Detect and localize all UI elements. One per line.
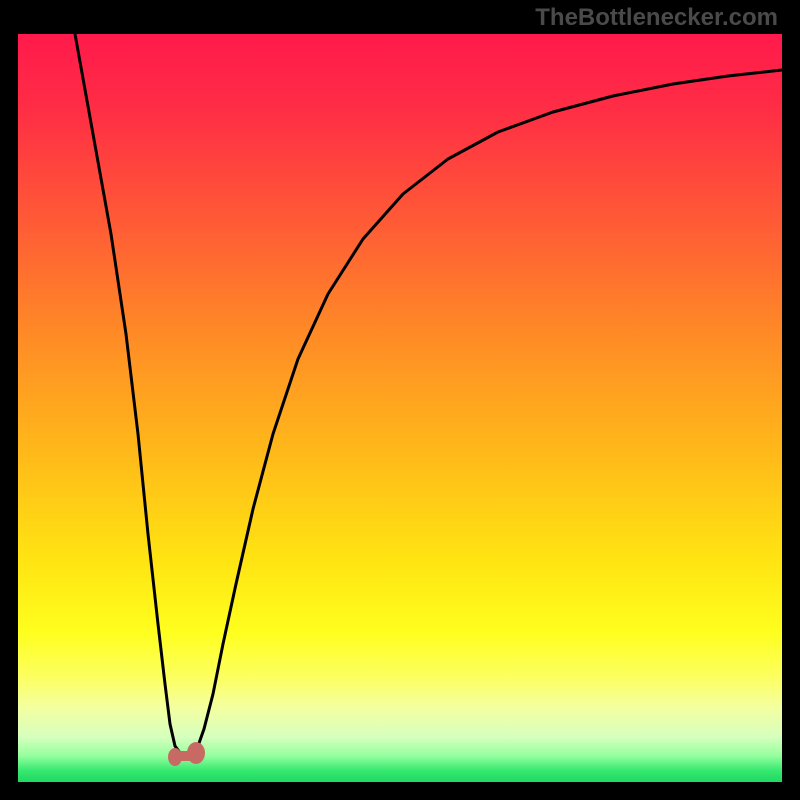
chart-svg xyxy=(0,0,800,800)
chart-frame: TheBottlenecker.com xyxy=(0,0,800,800)
gradient-plot-area xyxy=(18,34,782,782)
watermark-text: TheBottlenecker.com xyxy=(535,4,778,32)
